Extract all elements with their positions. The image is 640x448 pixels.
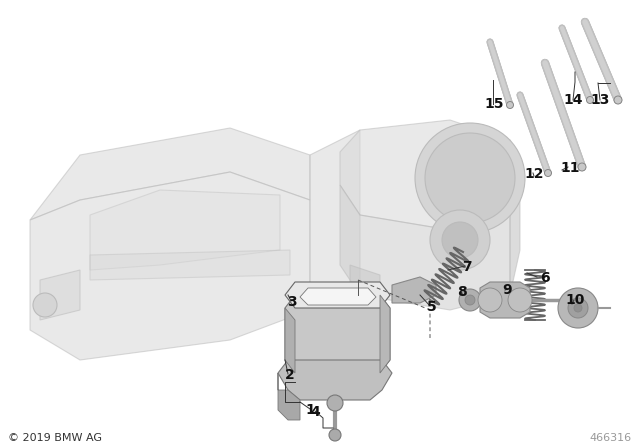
Text: 11: 11 <box>560 161 580 175</box>
Circle shape <box>545 169 552 177</box>
Circle shape <box>506 102 513 108</box>
Polygon shape <box>278 373 300 420</box>
Polygon shape <box>278 360 392 400</box>
Polygon shape <box>510 140 520 295</box>
Polygon shape <box>300 288 376 305</box>
Text: 2: 2 <box>285 368 295 382</box>
Circle shape <box>586 96 593 103</box>
Text: © 2019 BMW AG: © 2019 BMW AG <box>8 433 102 443</box>
Circle shape <box>425 133 515 223</box>
Polygon shape <box>285 282 390 308</box>
Text: 3: 3 <box>287 295 297 309</box>
Circle shape <box>430 210 490 270</box>
Text: 8: 8 <box>457 285 467 299</box>
Circle shape <box>327 395 343 411</box>
Polygon shape <box>30 172 310 360</box>
Polygon shape <box>90 250 290 280</box>
Circle shape <box>558 288 598 328</box>
Text: 9: 9 <box>502 283 512 297</box>
Circle shape <box>574 304 582 312</box>
Polygon shape <box>392 277 436 303</box>
Circle shape <box>33 293 57 317</box>
Circle shape <box>415 123 525 233</box>
Circle shape <box>614 96 622 104</box>
Polygon shape <box>90 190 280 270</box>
Circle shape <box>478 288 502 312</box>
Circle shape <box>329 429 341 441</box>
Polygon shape <box>40 270 80 320</box>
Polygon shape <box>340 120 520 230</box>
Text: 1: 1 <box>305 403 315 417</box>
Text: 15: 15 <box>484 97 504 111</box>
Text: 13: 13 <box>590 93 610 107</box>
Text: 4: 4 <box>310 405 320 419</box>
Polygon shape <box>380 295 390 373</box>
Text: 10: 10 <box>565 293 585 307</box>
Text: 6: 6 <box>540 271 550 285</box>
Polygon shape <box>30 128 310 220</box>
Circle shape <box>578 163 586 171</box>
Polygon shape <box>340 185 510 310</box>
Text: 7: 7 <box>462 260 472 274</box>
Circle shape <box>459 289 481 311</box>
Polygon shape <box>350 265 380 305</box>
Polygon shape <box>480 282 530 318</box>
Text: 466316: 466316 <box>590 433 632 443</box>
Circle shape <box>508 288 532 312</box>
Circle shape <box>568 298 588 318</box>
Polygon shape <box>285 308 295 373</box>
Circle shape <box>442 222 478 258</box>
Polygon shape <box>285 295 390 373</box>
Polygon shape <box>310 130 360 310</box>
Text: 5: 5 <box>427 300 437 314</box>
Text: 12: 12 <box>524 167 544 181</box>
Text: 14: 14 <box>563 93 583 107</box>
Circle shape <box>465 295 475 305</box>
